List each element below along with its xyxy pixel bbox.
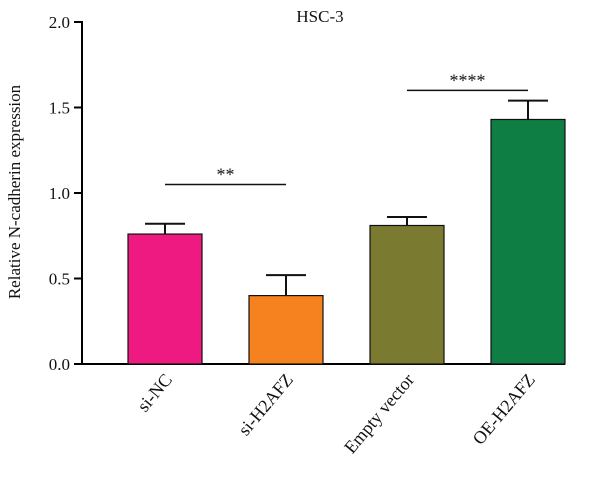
bars xyxy=(127,118,566,365)
error-bars xyxy=(145,99,548,296)
y-axis-label: Relative N-cadherin expression xyxy=(5,84,24,299)
bar-4 xyxy=(490,118,566,365)
y-tick-label: 1.5 xyxy=(49,99,70,118)
y-tick-label: 0.5 xyxy=(49,270,70,289)
y-tick-label: 0.0 xyxy=(49,355,70,374)
bar-1 xyxy=(127,233,203,365)
significance-annotations: ****** xyxy=(165,70,528,186)
chart-title: HSC-3 xyxy=(296,7,343,26)
y-tick-label: 2.0 xyxy=(49,13,70,32)
x-tick-label-1: si-NC xyxy=(133,370,176,416)
y-tick-label: 1.0 xyxy=(49,184,70,203)
significance-label-2: **** xyxy=(450,70,486,90)
x-tick-label-3: Empty vector xyxy=(340,370,418,458)
x-tick-labels: si-NC si-H2AFZ Empty vector OE-H2AFZ xyxy=(133,370,539,458)
y-axis: 0.0 0.5 1.0 1.5 2.0 xyxy=(49,13,83,374)
significance-label-1: ** xyxy=(217,164,235,184)
x-tick-label-4: OE-H2AFZ xyxy=(468,370,539,449)
bar-2 xyxy=(248,295,324,365)
x-tick-label-2: si-H2AFZ xyxy=(234,370,297,440)
bar-3 xyxy=(369,224,445,365)
